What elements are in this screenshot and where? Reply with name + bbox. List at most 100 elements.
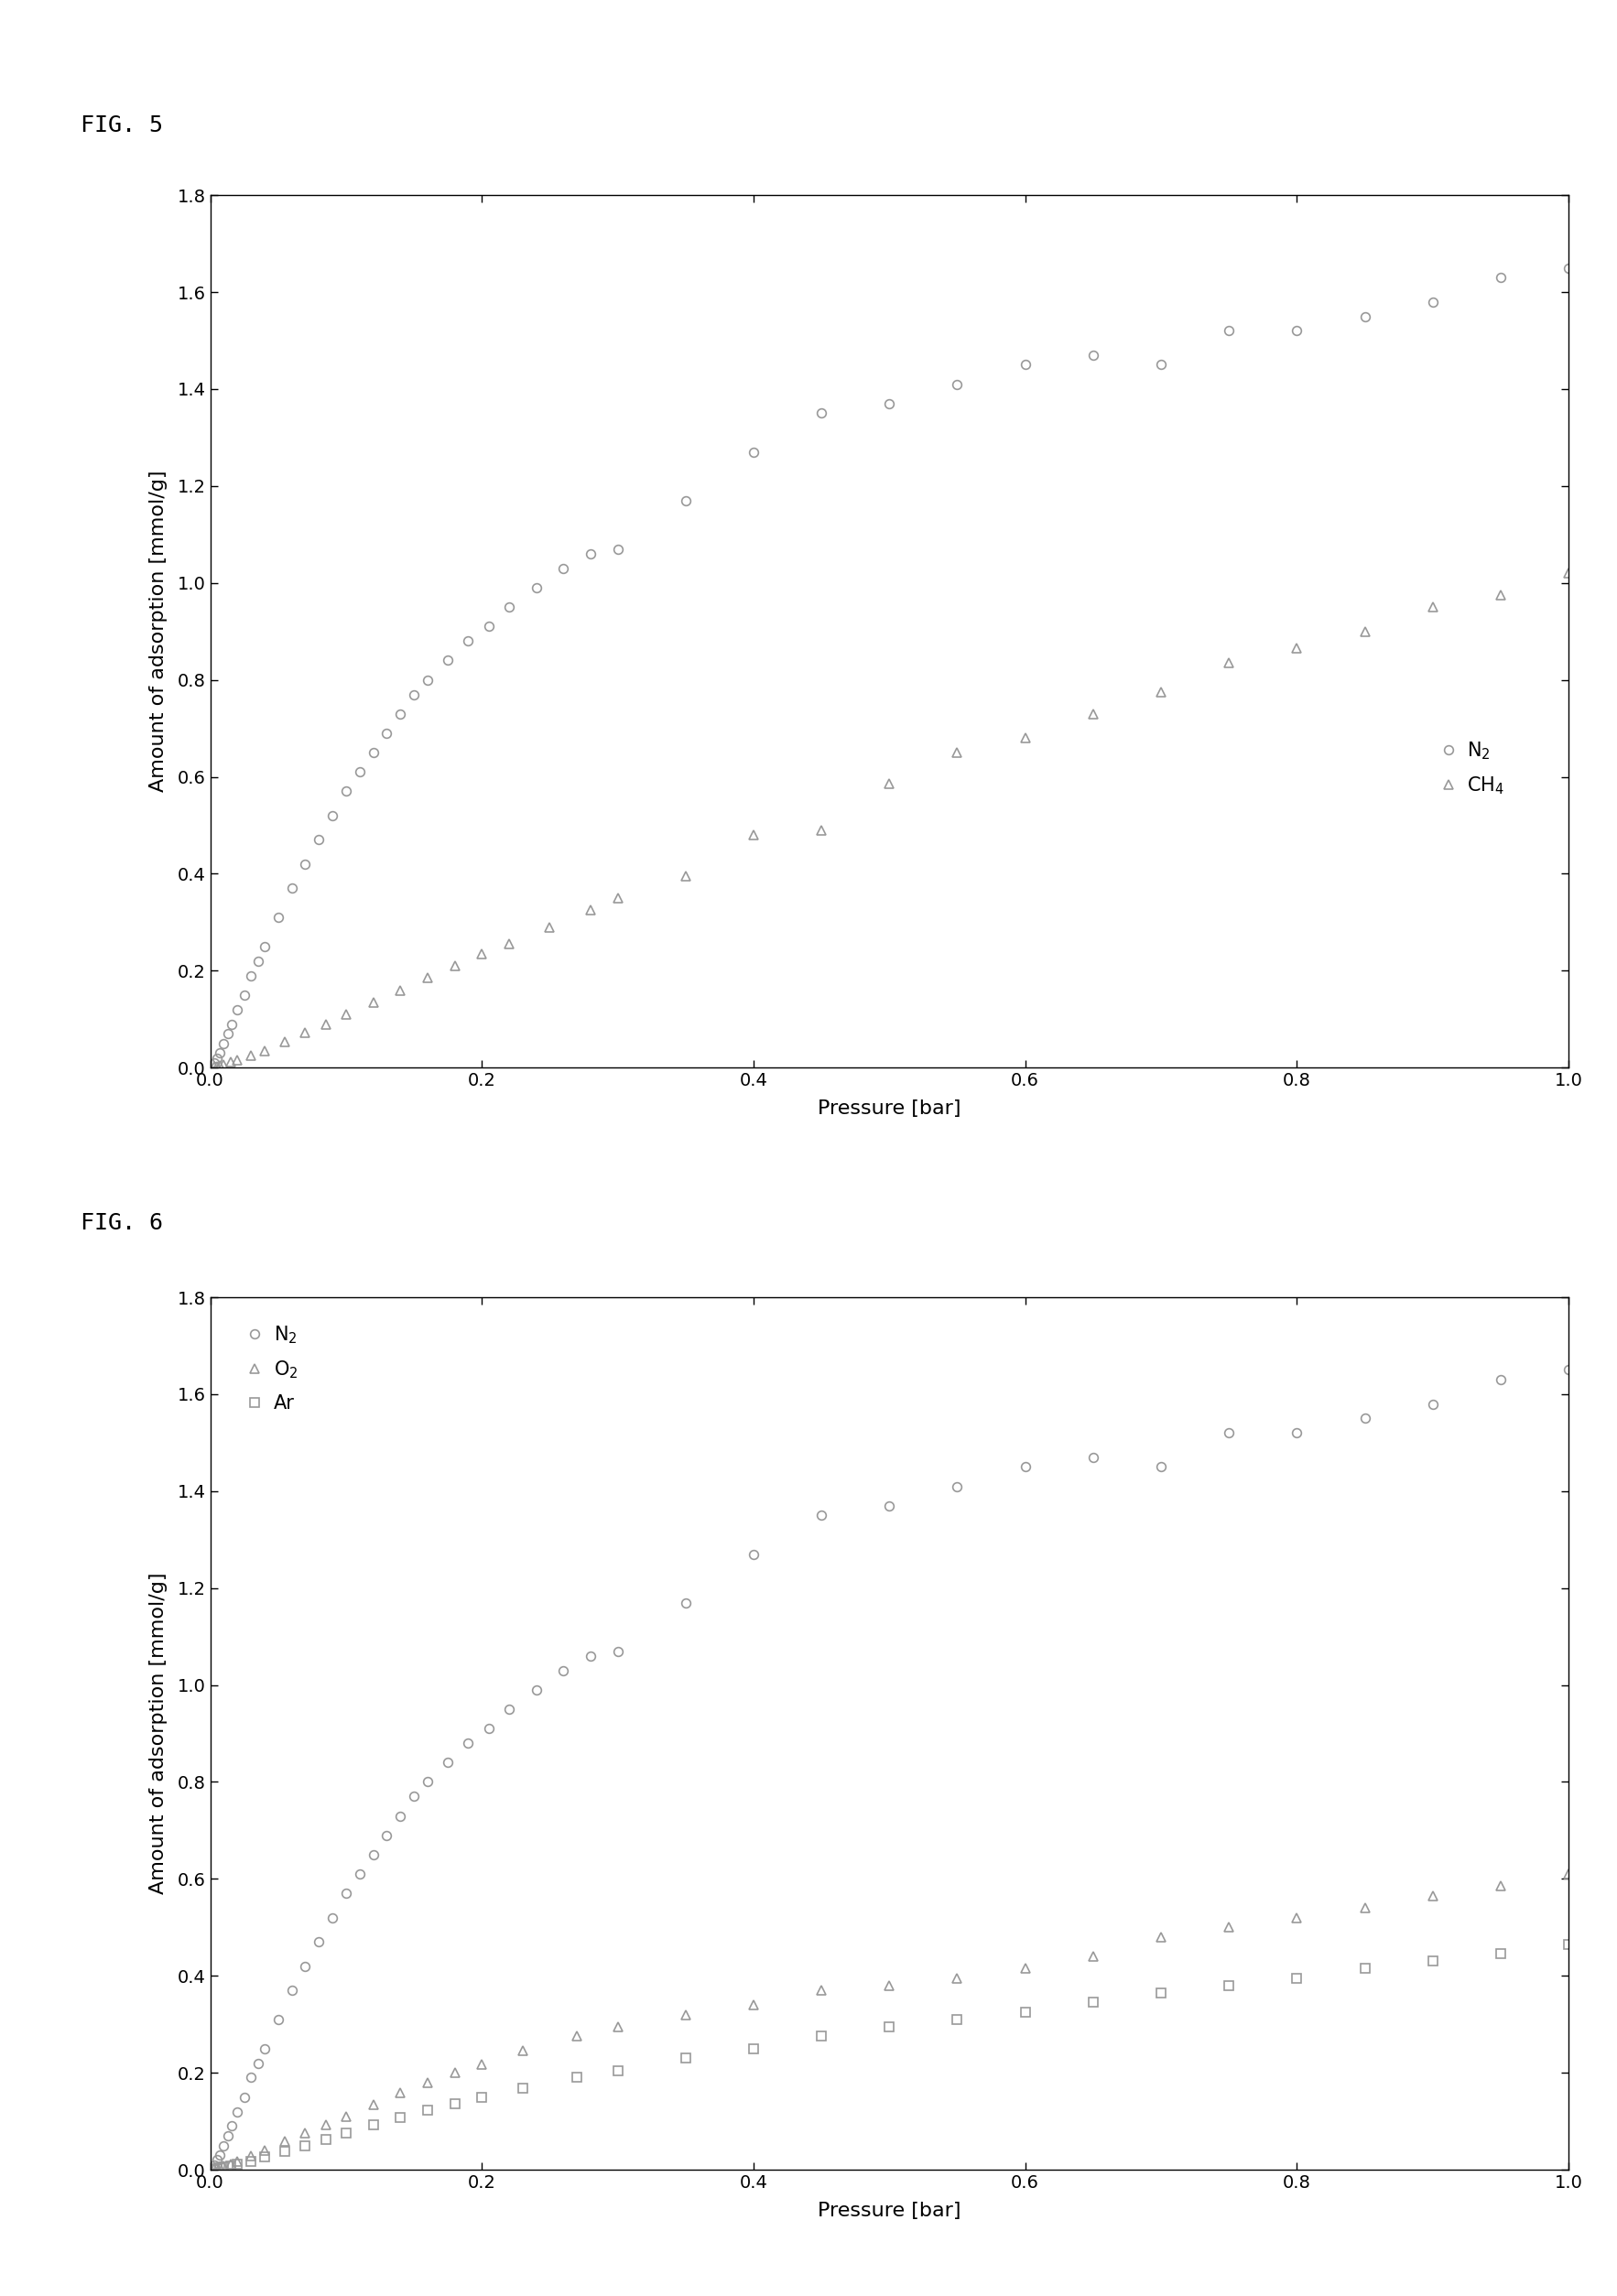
CH$_4$ <box>1287 634 1307 661</box>
CH$_4$ <box>1491 581 1510 608</box>
O$_2$ <box>744 1991 763 2018</box>
N$_2$ <box>744 439 763 466</box>
N$_2$ <box>479 1715 498 1743</box>
Line: O$_2$: O$_2$ <box>210 1869 1573 2174</box>
N$_2$ <box>207 2147 226 2174</box>
N$_2$ <box>1559 1357 1578 1384</box>
O$_2$ <box>391 2080 411 2108</box>
N$_2$ <box>281 875 301 902</box>
X-axis label: Pressure [bar]: Pressure [bar] <box>818 1100 960 1118</box>
Ar <box>241 2147 260 2174</box>
N$_2$ <box>438 647 458 675</box>
N$_2$ <box>228 2099 247 2126</box>
N$_2$ <box>948 1472 967 1499</box>
N$_2$ <box>205 2151 225 2179</box>
N$_2$ <box>336 1880 356 1908</box>
CH$_4$ <box>222 1049 241 1077</box>
Ar <box>228 2149 247 2177</box>
Ar <box>1287 1965 1307 1993</box>
N$_2$ <box>417 666 437 693</box>
O$_2$ <box>1491 1874 1510 1901</box>
O$_2$ <box>948 1965 967 1993</box>
CH$_4$ <box>1423 592 1442 620</box>
N$_2$ <box>255 932 275 960</box>
CH$_4$ <box>948 739 967 767</box>
Ar <box>213 2154 233 2181</box>
N$_2$ <box>459 1729 479 1756</box>
CH$_4$ <box>880 771 899 799</box>
Line: N$_2$: N$_2$ <box>210 1366 1573 2170</box>
N$_2$ <box>1083 1444 1103 1472</box>
CH$_4$ <box>336 1001 356 1029</box>
O$_2$ <box>608 2014 627 2041</box>
N$_2$ <box>323 801 343 829</box>
N$_2$ <box>222 2112 241 2140</box>
N$_2$ <box>1423 1389 1442 1417</box>
Ar <box>205 2156 225 2183</box>
CH$_4$ <box>275 1029 294 1056</box>
O$_2$ <box>315 2112 335 2140</box>
N$_2$ <box>676 1589 695 1616</box>
Ar <box>744 2034 763 2062</box>
N$_2$ <box>608 535 627 563</box>
N$_2$ <box>247 2050 267 2078</box>
N$_2$ <box>210 2142 230 2170</box>
N$_2$ <box>1015 351 1035 379</box>
O$_2$ <box>676 2000 695 2027</box>
CH$_4$ <box>417 964 437 992</box>
N$_2$ <box>281 1977 301 2004</box>
Ar <box>1355 1954 1374 1981</box>
O$_2$ <box>417 2069 437 2096</box>
N$_2$ <box>241 962 260 990</box>
Ar <box>275 2138 294 2165</box>
Legend: N$_2$, CH$_4$: N$_2$, CH$_4$ <box>1441 739 1505 797</box>
O$_2$ <box>228 2147 247 2174</box>
Ar <box>472 2082 492 2110</box>
CH$_4$ <box>472 939 492 967</box>
N$_2$ <box>1219 1419 1239 1446</box>
N$_2$ <box>404 680 424 707</box>
CH$_4$ <box>1151 677 1171 705</box>
O$_2$ <box>1219 1913 1239 1940</box>
CH$_4$ <box>676 863 695 891</box>
N$_2$ <box>744 1541 763 1568</box>
Ar <box>1015 1998 1035 2025</box>
O$_2$ <box>1151 1924 1171 1952</box>
Ar <box>513 2076 532 2103</box>
CH$_4$ <box>1559 560 1578 588</box>
Ar <box>1151 1979 1171 2007</box>
N$_2$ <box>323 1903 343 1931</box>
Text: FIG. 6: FIG. 6 <box>81 1212 163 1235</box>
CH$_4$ <box>315 1010 335 1038</box>
N$_2$ <box>268 2007 288 2034</box>
O$_2$ <box>812 1977 831 2004</box>
N$_2$ <box>1355 303 1374 331</box>
Ar <box>391 2103 411 2131</box>
CH$_4$ <box>296 1019 315 1047</box>
N$_2$ <box>218 2122 238 2149</box>
Ar <box>880 2014 899 2041</box>
N$_2$ <box>608 1637 627 1665</box>
O$_2$ <box>222 2149 241 2177</box>
N$_2$ <box>336 778 356 806</box>
CH$_4$ <box>205 1054 225 1081</box>
Ar <box>207 2156 226 2183</box>
O$_2$ <box>880 1972 899 2000</box>
Ar <box>1219 1972 1239 2000</box>
Y-axis label: Amount of adsorption [mmol/g]: Amount of adsorption [mmol/g] <box>149 471 167 792</box>
O$_2$ <box>1423 1883 1442 1910</box>
N$_2$ <box>812 400 831 427</box>
O$_2$ <box>207 2154 226 2181</box>
Ar <box>315 2126 335 2154</box>
N$_2$ <box>948 370 967 397</box>
Ar <box>336 2119 356 2147</box>
N$_2$ <box>500 592 519 620</box>
N$_2$ <box>1151 1453 1171 1481</box>
N$_2$ <box>812 1502 831 1529</box>
N$_2$ <box>207 1045 226 1072</box>
N$_2$ <box>205 1049 225 1077</box>
Line: Ar: Ar <box>210 1940 1573 2174</box>
N$_2$ <box>553 1658 572 1685</box>
N$_2$ <box>404 1782 424 1809</box>
N$_2$ <box>218 1019 238 1047</box>
